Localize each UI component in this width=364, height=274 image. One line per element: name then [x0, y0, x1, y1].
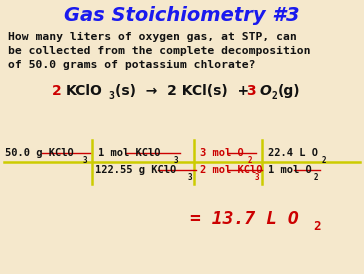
Text: 1 mol O: 1 mol O	[268, 165, 312, 175]
Text: 3: 3	[188, 173, 193, 182]
Text: Gas Stoichiometry #3: Gas Stoichiometry #3	[64, 6, 300, 25]
Text: 2: 2	[313, 220, 320, 233]
Text: 22.4 L O: 22.4 L O	[268, 148, 318, 158]
Text: 2: 2	[248, 156, 253, 165]
Text: 2: 2	[271, 91, 277, 101]
Text: be collected from the complete decomposition: be collected from the complete decomposi…	[8, 46, 310, 56]
Text: 50.0 g KClO: 50.0 g KClO	[5, 148, 74, 158]
Text: 2: 2	[322, 156, 327, 165]
Text: 3: 3	[83, 156, 88, 165]
Text: 3: 3	[108, 91, 114, 101]
Text: 1 mol KClO: 1 mol KClO	[98, 148, 161, 158]
Text: 3: 3	[174, 156, 179, 165]
Text: O: O	[259, 84, 271, 98]
Text: 2: 2	[52, 84, 67, 98]
Text: 3: 3	[255, 173, 260, 182]
Text: = 13.7 L O: = 13.7 L O	[190, 210, 299, 228]
Text: KClO: KClO	[66, 84, 103, 98]
Text: 2 mol KClO: 2 mol KClO	[200, 165, 262, 175]
Text: 2: 2	[314, 173, 318, 182]
Text: 3 mol O: 3 mol O	[200, 148, 244, 158]
Text: of 50.0 grams of potassium chlorate?: of 50.0 grams of potassium chlorate?	[8, 60, 256, 70]
Text: (s)  →  2 KCl(s)  +: (s) → 2 KCl(s) +	[115, 84, 259, 98]
Text: 3: 3	[247, 84, 261, 98]
Text: (g): (g)	[278, 84, 301, 98]
Text: How many liters of oxygen gas, at STP, can: How many liters of oxygen gas, at STP, c…	[8, 32, 297, 42]
Text: 122.55 g KClO: 122.55 g KClO	[95, 165, 176, 175]
